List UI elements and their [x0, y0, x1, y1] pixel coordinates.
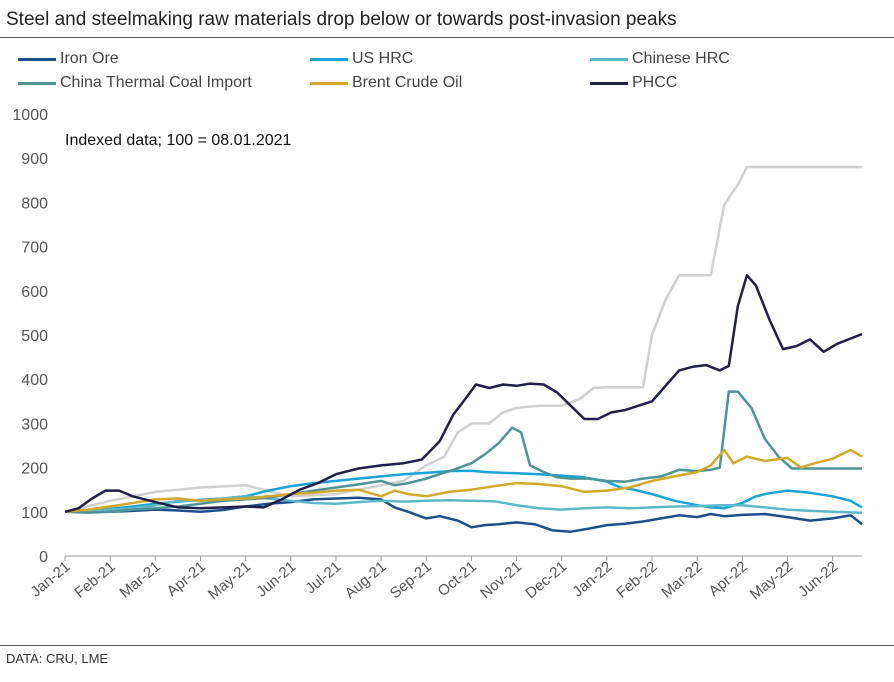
y-tick-label: 500: [21, 328, 48, 345]
x-tick-label: Feb-22: [613, 558, 660, 602]
series-line-china-thermal-coal-import: [64, 390, 862, 514]
x-tick-label: Jun-22: [795, 558, 841, 601]
series-line-brent-crude-oil: [64, 448, 863, 514]
x-tick-label: Aug-21: [342, 558, 390, 602]
y-tick-label: 600: [21, 284, 48, 301]
chart-legend: Iron Ore US HRC Chinese HRC China Thermal C…: [18, 48, 878, 96]
x-tick-label: Jun-21: [253, 558, 299, 601]
y-axis: 0 100 200 300 400 500 600 700 800 900 1000: [12, 107, 48, 566]
x-tick-label: Jul-21: [302, 558, 344, 597]
legend-swatch: [18, 81, 56, 85]
y-tick-label: 1000: [12, 107, 48, 124]
legend-swatch: [310, 81, 348, 85]
legend-item: PHCC: [590, 72, 677, 94]
legend-item: Chinese HRC: [590, 48, 730, 70]
y-tick-label: 300: [21, 416, 48, 433]
y-tick-label: 700: [21, 240, 48, 257]
legend-swatch: [310, 57, 348, 61]
series-line-phcc: [64, 274, 863, 514]
x-tick-label: Mar-21: [117, 558, 164, 602]
series-line-iron-ore: [64, 496, 863, 533]
y-tick-label: 900: [21, 151, 48, 168]
legend-label: Iron Ore: [60, 50, 119, 67]
x-tick-label: Apr-21: [164, 558, 209, 600]
legend-label: PHCC: [632, 74, 678, 91]
x-tick-label: May-22: [747, 558, 796, 603]
chart-annotation: Indexed data; 100 = 08.01.2021: [65, 132, 292, 149]
source-rule: [0, 645, 894, 646]
legend-item: China Thermal Coal Import: [18, 72, 252, 94]
x-tick-label: Jan-21: [28, 558, 74, 601]
x-tick-label: Mar-22: [658, 558, 705, 602]
data-source: DATA: CRU, LME: [6, 651, 109, 666]
legend-label: Brent Crude Oil: [352, 74, 463, 91]
y-tick-label: 100: [21, 505, 48, 522]
legend-swatch: [18, 57, 56, 61]
legend-label: US HRC: [352, 50, 414, 67]
legend-label: Chinese HRC: [632, 50, 730, 67]
y-tick-label: 400: [21, 372, 48, 389]
y-tick-label: 200: [21, 461, 48, 478]
legend-label: China Thermal Coal Import: [60, 74, 252, 91]
legend-item: Iron Ore: [18, 48, 119, 70]
y-tick-label: 800: [21, 195, 48, 212]
title-rule: [0, 37, 894, 38]
legend-item: US HRC: [310, 48, 413, 70]
chart-title: Steel and steelmaking raw materials drop…: [6, 9, 677, 30]
legend-swatch: [590, 81, 628, 85]
series-lines: [64, 165, 863, 533]
x-tick-label: Nov-21: [477, 558, 525, 602]
series-line-unlabeled: [64, 165, 862, 514]
legend-item: Brent Crude Oil: [310, 72, 462, 94]
x-tick-label: Sep-21: [387, 558, 435, 602]
x-tick-label: Apr-22: [705, 558, 750, 600]
x-tick-label: Dec-21: [522, 558, 570, 602]
legend-swatch: [590, 57, 628, 61]
x-tick-label: Jan-22: [569, 558, 615, 601]
x-tick-label: May-21: [205, 558, 254, 603]
x-tick-label: Oct-21: [435, 558, 480, 600]
y-tick-label: 0: [39, 549, 48, 566]
x-tick-label: Feb-21: [71, 558, 118, 602]
